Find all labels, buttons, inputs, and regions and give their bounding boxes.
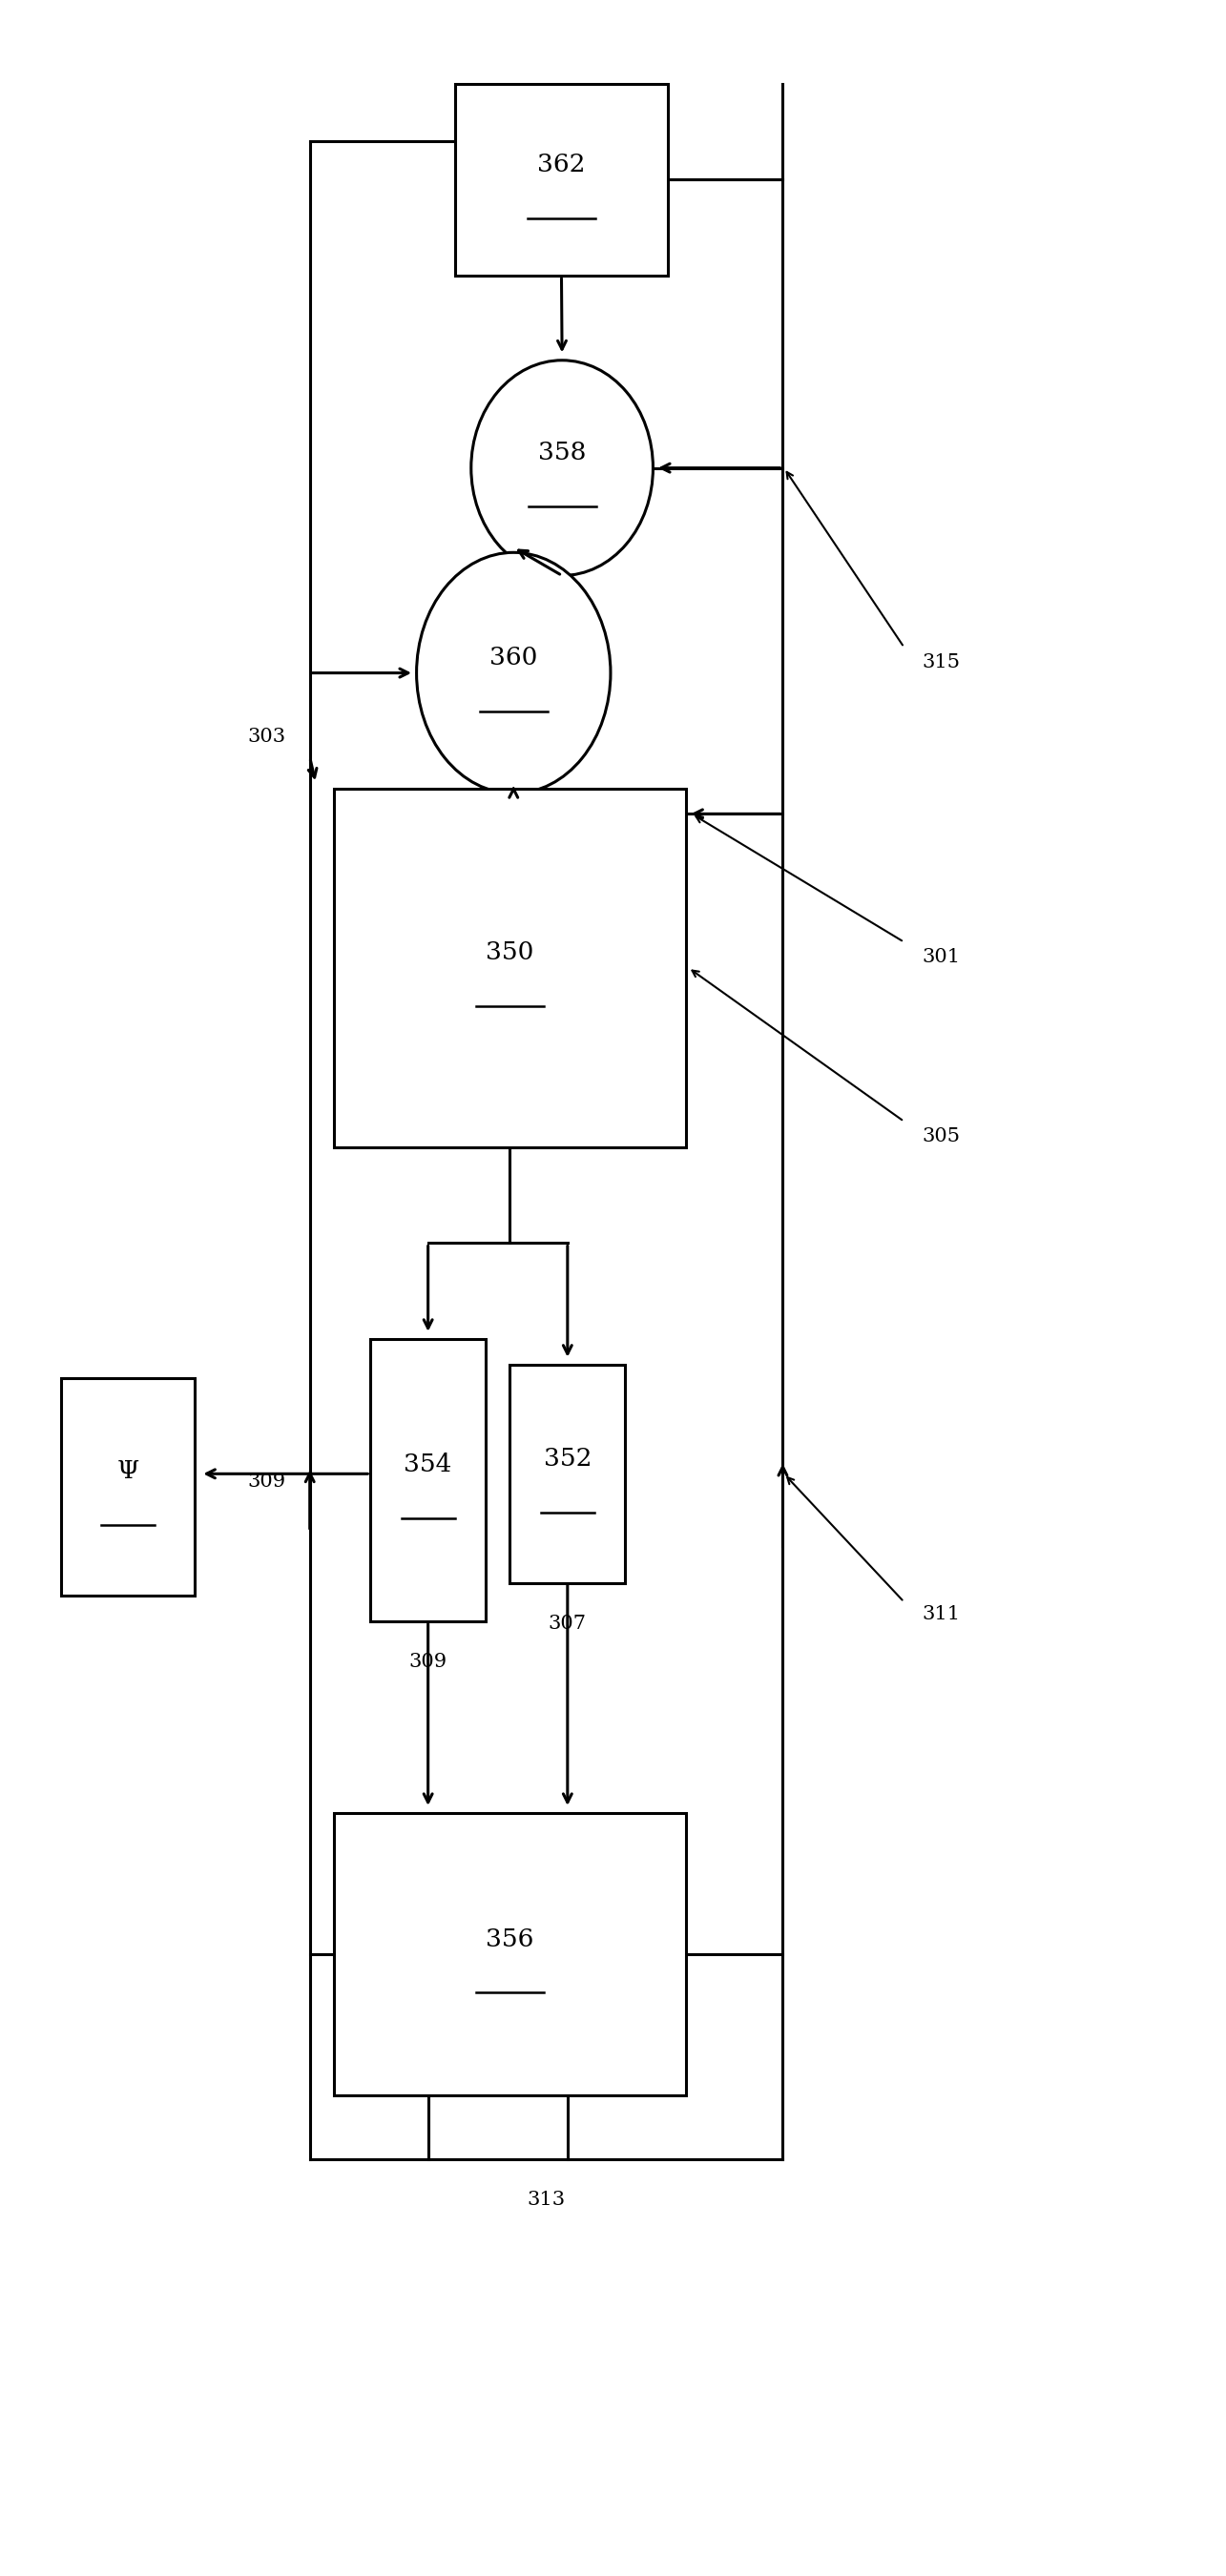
Text: 303: 303 xyxy=(248,729,286,747)
Ellipse shape xyxy=(417,551,611,793)
Text: Ψ: Ψ xyxy=(116,1461,139,1484)
Text: 315: 315 xyxy=(922,654,960,672)
Bar xyxy=(333,1814,685,2094)
Text: 352: 352 xyxy=(543,1448,592,1471)
Ellipse shape xyxy=(471,361,653,574)
Text: 358: 358 xyxy=(538,440,586,464)
Text: 305: 305 xyxy=(922,1128,960,1146)
Text: 311: 311 xyxy=(922,1605,960,1623)
Text: 362: 362 xyxy=(537,152,586,175)
Bar xyxy=(510,1365,625,1582)
Text: 307: 307 xyxy=(548,1615,586,1633)
Text: 356: 356 xyxy=(485,1927,535,1950)
Text: 309: 309 xyxy=(248,1473,286,1492)
Bar xyxy=(61,1378,195,1595)
Text: 301: 301 xyxy=(922,948,960,966)
Bar xyxy=(370,1340,485,1620)
Bar xyxy=(455,82,668,276)
Text: 309: 309 xyxy=(409,1654,447,1672)
Text: 350: 350 xyxy=(485,940,535,963)
Text: 360: 360 xyxy=(489,647,537,670)
Text: 354: 354 xyxy=(405,1453,452,1476)
Bar xyxy=(333,788,685,1146)
Text: 313: 313 xyxy=(527,2192,565,2210)
